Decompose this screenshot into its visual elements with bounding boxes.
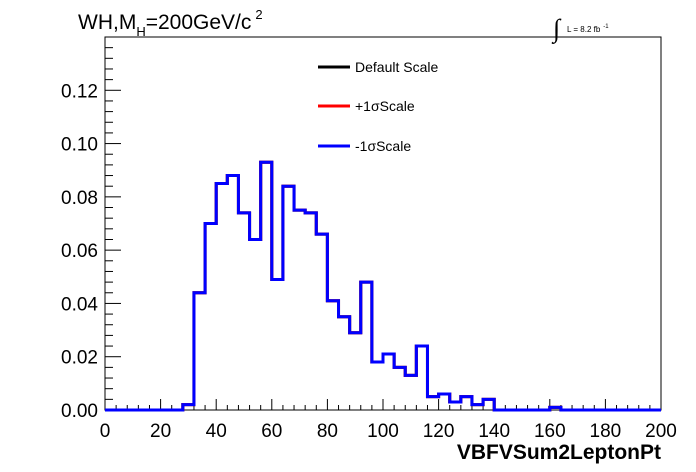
series-layer <box>105 160 661 412</box>
y-tick-label: 0.02 <box>61 348 98 369</box>
x-tick-label: 40 <box>206 421 227 442</box>
x-tick-label: 0 <box>100 421 111 442</box>
x-tick-label: 180 <box>590 421 622 442</box>
x-tick-label: 60 <box>261 421 282 442</box>
x-tick-label: 20 <box>150 421 171 442</box>
legend-label-plus: +1σScale <box>355 98 415 114</box>
y-tick-label: 0.12 <box>61 81 98 102</box>
y-tick-label: 0.06 <box>61 241 98 262</box>
series-line-0 <box>105 160 661 412</box>
y-tick-label: 0.08 <box>61 188 98 209</box>
luminosity-text: L = 8.2 fb -1 <box>567 24 609 34</box>
series-line-1 <box>105 160 661 412</box>
y-tick-label: 0.04 <box>61 294 98 315</box>
x-tick-label: 100 <box>367 421 399 442</box>
x-tick-label: 140 <box>478 421 510 442</box>
x-tick-label: 160 <box>534 421 566 442</box>
chart-title: WH,MH=200GeV/c 2 <box>78 7 263 39</box>
y-axis-ticks: 0.00 0.02 0.04 0.06 0.08 0.10 0.12 <box>61 36 121 422</box>
integral-symbol: ∫ <box>551 14 562 44</box>
series-line-2 <box>105 160 661 412</box>
y-tick-label: 0.10 <box>61 135 98 156</box>
legend-label-default: Default Scale <box>355 59 438 75</box>
x-axis-ticks: 0 20 40 60 80 100 120 140 160 180 200 <box>100 399 677 442</box>
legend: Default Scale +1σScale -1σScale <box>318 59 438 154</box>
legend-label-minus: -1σScale <box>355 138 411 154</box>
y-tick-label: 0.00 <box>61 401 98 422</box>
x-tick-label: 120 <box>423 421 455 442</box>
x-tick-label: 80 <box>317 421 338 442</box>
x-axis-title: VBFVSum2LeptonPt <box>457 441 661 464</box>
luminosity-label: ∫ L = 8.2 fb -1 <box>551 14 609 44</box>
x-tick-label: 200 <box>645 421 677 442</box>
